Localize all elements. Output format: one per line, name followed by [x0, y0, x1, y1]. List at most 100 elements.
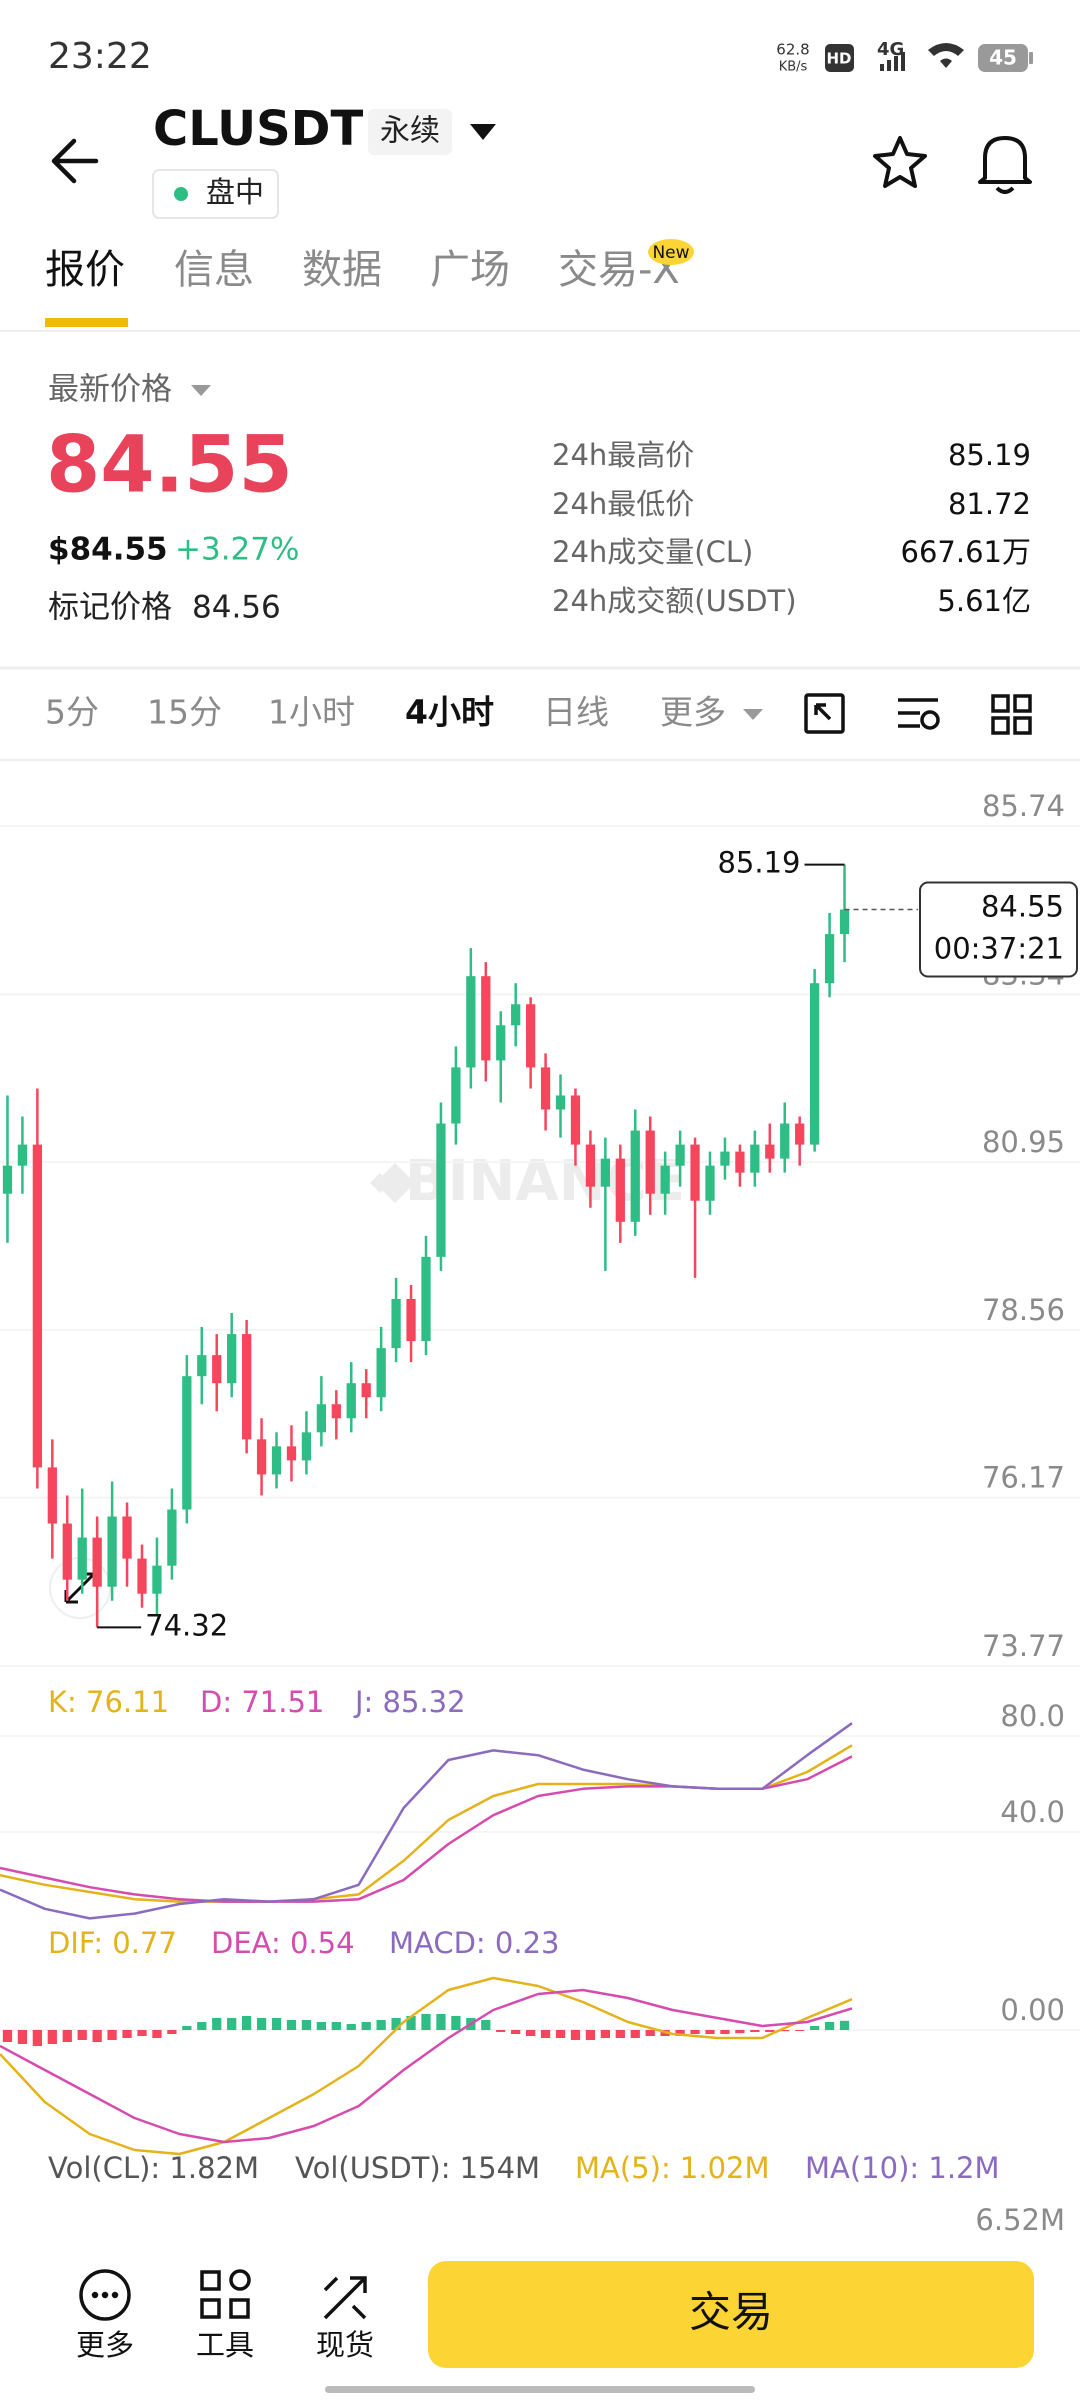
macd-bar — [451, 2016, 461, 2030]
legend-entry: MACD: 0.23 — [389, 1926, 560, 1960]
interval[interactable]: 15分 — [147, 693, 222, 732]
stat-value: 5.61亿 — [937, 584, 1031, 618]
signal-icon — [880, 52, 905, 71]
candle-body — [690, 1144, 700, 1201]
spot-icon[interactable] — [323, 2276, 367, 2320]
symbol-title[interactable]: CLUSDT — [153, 101, 363, 157]
macd-bar — [391, 2018, 401, 2030]
macd-bar — [17, 2030, 28, 2044]
price-label-dropdown[interactable] — [191, 385, 211, 396]
tab[interactable]: 广场 — [430, 247, 510, 293]
tab[interactable]: 信息 — [174, 247, 254, 293]
macd-bar — [256, 2018, 267, 2030]
favorite-button[interactable] — [873, 136, 927, 188]
candle-body — [540, 1067, 551, 1110]
trade-button[interactable] — [428, 2261, 1034, 2368]
macd-bar — [421, 2014, 431, 2030]
candle-body — [824, 934, 835, 984]
candle-body — [376, 1348, 386, 1398]
macd-bar — [137, 2030, 147, 2036]
last-price-label: 84.55 — [981, 890, 1064, 924]
status-text: 盘中 — [206, 175, 264, 209]
candle-body — [256, 1439, 267, 1475]
legend-entry: MA(5): 1.02M — [575, 2151, 770, 2185]
layout-button[interactable] — [991, 694, 1032, 735]
macd-bar — [331, 2022, 341, 2030]
indicator-button[interactable] — [898, 698, 940, 730]
nav-label[interactable]: 更多 — [76, 2328, 134, 2362]
nav-label[interactable]: 现货 — [316, 2328, 374, 2362]
macd-bar — [316, 2022, 327, 2030]
legend-entry: J: 85.32 — [353, 1685, 466, 1719]
trade-button-text[interactable]: 交易 — [689, 2288, 773, 2337]
macd-bar — [2, 2030, 13, 2042]
candle-body — [675, 1144, 685, 1166]
y-tick-label: 6.52M — [975, 2203, 1065, 2237]
battery-level: 45 — [989, 46, 1017, 70]
candle-body — [62, 1523, 72, 1580]
candle-body — [182, 1376, 192, 1510]
tab[interactable]: 数据 — [302, 247, 382, 293]
nav-label[interactable]: 工具 — [196, 2328, 254, 2362]
candle-body — [212, 1355, 222, 1384]
back-button[interactable] — [51, 138, 99, 184]
candle-body — [839, 909, 850, 935]
last-price-box — [919, 881, 1078, 978]
macd-bar — [765, 2030, 775, 2032]
macd-bar — [705, 2030, 715, 2034]
home-indicator — [325, 2386, 755, 2393]
tools-icon[interactable] — [200, 2269, 251, 2319]
candle-body — [511, 1004, 521, 1026]
candle-body — [47, 1467, 57, 1524]
mark-price: 84.56 — [192, 590, 281, 626]
more-dropdown[interactable] — [743, 709, 763, 720]
macd-bar — [824, 2022, 835, 2030]
macd-bar — [540, 2030, 551, 2038]
interval[interactable]: 4小时 — [405, 693, 494, 732]
stat-value: 85.19 — [948, 438, 1031, 472]
y-tick-label: 73.77 — [982, 1629, 1065, 1663]
interval[interactable]: 更多 — [660, 693, 726, 732]
countdown: 00:37:21 — [934, 932, 1064, 966]
symbol-dropdown[interactable] — [470, 124, 496, 140]
macd-bar — [227, 2018, 237, 2030]
more-icon[interactable] — [79, 2269, 131, 2321]
candle-body — [17, 1144, 28, 1166]
candle-body — [525, 1004, 536, 1068]
interval[interactable]: 1小时 — [268, 693, 355, 732]
candle-body — [406, 1298, 416, 1342]
stat-label: 24h成交量(CL) — [552, 535, 753, 569]
macd-bar — [361, 2022, 371, 2030]
macd-bar — [555, 2030, 566, 2038]
legend-entry: MA(10): 1.2M — [805, 2151, 1000, 2185]
y-tick-label: 80.95 — [982, 1125, 1065, 1159]
candle-body — [2, 1165, 13, 1194]
candle-body — [585, 1144, 596, 1187]
indicator-line — [0, 1988, 853, 2144]
macd-bar — [62, 2030, 72, 2042]
macd-bar — [152, 2030, 162, 2038]
y-tick-label: 76.17 — [982, 1461, 1065, 1495]
candle-body — [615, 1158, 625, 1222]
contract-text: 永续 — [380, 114, 440, 149]
macd-bar — [107, 2030, 117, 2040]
candle-body — [496, 1025, 506, 1061]
tab[interactable]: 报价 — [45, 247, 125, 293]
alert-button[interactable] — [978, 136, 1032, 194]
price-label[interactable]: 最新价格 — [48, 372, 172, 408]
macd-bar — [122, 2030, 132, 2038]
tab-bar: 报价 信息 数据 广场 交易-X — [45, 247, 680, 293]
stat-label: 24h最低价 — [552, 487, 694, 521]
low-marker: 74.32 — [145, 1608, 228, 1642]
wifi-icon — [928, 43, 964, 68]
macd-bar — [570, 2030, 581, 2040]
legend-entry: D: 71.51 — [200, 1685, 324, 1719]
active-tab-indicator — [45, 318, 128, 327]
interval[interactable]: 日线 — [543, 693, 609, 732]
interval[interactable]: 5分 — [45, 693, 99, 732]
candle-body — [421, 1256, 431, 1342]
macd-bar — [809, 2026, 820, 2030]
last-price: 84.55 — [46, 420, 293, 510]
new-badge — [648, 239, 694, 265]
fullscreen-button[interactable] — [804, 693, 845, 734]
